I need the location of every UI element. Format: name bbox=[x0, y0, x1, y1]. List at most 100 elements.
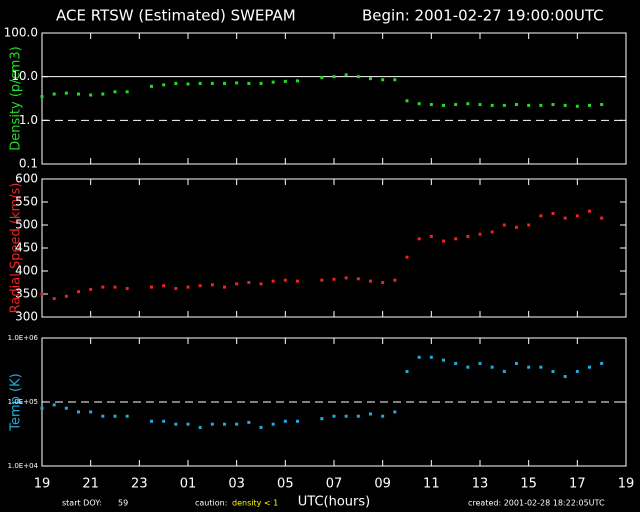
data-point bbox=[515, 225, 518, 229]
data-point bbox=[515, 361, 518, 365]
data-point bbox=[369, 77, 372, 81]
data-point bbox=[320, 76, 324, 80]
data-point bbox=[575, 104, 579, 108]
data-point bbox=[551, 103, 555, 107]
data-point bbox=[40, 95, 44, 99]
data-point bbox=[356, 414, 360, 418]
y-tick-label: 450 bbox=[15, 241, 38, 255]
y-tick-label: 1.0E+06 bbox=[8, 334, 39, 342]
data-point bbox=[52, 92, 56, 96]
data-point bbox=[527, 103, 531, 107]
y-tick-label: 500 bbox=[15, 218, 38, 232]
x-tick-label: 03 bbox=[228, 477, 245, 492]
data-point bbox=[52, 403, 56, 407]
data-point bbox=[442, 358, 445, 362]
data-point bbox=[502, 103, 506, 107]
data-point bbox=[186, 285, 190, 289]
x-axis-label: UTC(hours) bbox=[298, 495, 370, 510]
data-point bbox=[283, 79, 287, 83]
data-point bbox=[223, 422, 226, 426]
y-axis-label: Temp (K) bbox=[9, 373, 24, 431]
data-point bbox=[64, 91, 68, 95]
data-point bbox=[527, 223, 531, 227]
data-point bbox=[271, 80, 275, 84]
data-point bbox=[320, 278, 324, 282]
data-point bbox=[515, 103, 518, 107]
data-point bbox=[64, 294, 68, 298]
data-point bbox=[247, 420, 251, 424]
data-point bbox=[539, 103, 543, 107]
x-tick-label: 17 bbox=[569, 477, 586, 492]
data-point bbox=[40, 406, 44, 410]
data-point bbox=[551, 212, 555, 215]
data-point bbox=[125, 90, 129, 94]
data-point bbox=[235, 422, 239, 426]
data-point bbox=[429, 235, 433, 238]
data-point bbox=[442, 103, 445, 107]
data-point bbox=[490, 230, 494, 234]
data-point bbox=[490, 365, 494, 369]
data-point bbox=[454, 103, 458, 107]
data-point bbox=[210, 81, 214, 85]
x-tick-label: 09 bbox=[374, 477, 391, 492]
data-point bbox=[405, 369, 409, 373]
data-point bbox=[210, 422, 214, 426]
data-point bbox=[417, 355, 421, 359]
begin-time: Begin: 2001-02-27 19:00:00UTC bbox=[362, 7, 604, 25]
data-point bbox=[478, 232, 482, 236]
y-tick-label: 1.0 bbox=[19, 113, 38, 127]
data-point bbox=[77, 92, 80, 96]
data-point bbox=[259, 425, 263, 429]
data-point bbox=[466, 365, 470, 369]
data-point bbox=[417, 237, 421, 241]
data-point bbox=[405, 255, 409, 259]
data-point bbox=[466, 235, 470, 238]
data-point bbox=[478, 103, 482, 107]
data-point bbox=[551, 369, 555, 373]
data-point bbox=[296, 419, 299, 423]
data-point bbox=[52, 297, 56, 301]
data-point bbox=[162, 419, 166, 423]
data-point bbox=[271, 422, 275, 426]
data-point bbox=[588, 209, 591, 213]
data-point bbox=[332, 277, 336, 281]
data-point bbox=[527, 365, 531, 369]
data-point bbox=[600, 216, 604, 220]
created: created: 2001-02-28 18:22:05UTC bbox=[468, 499, 605, 508]
data-point bbox=[150, 84, 153, 88]
data-point bbox=[563, 103, 567, 107]
data-point bbox=[174, 81, 178, 85]
caution: density < 1 bbox=[232, 499, 278, 508]
data-point bbox=[271, 279, 275, 283]
data-point bbox=[417, 102, 421, 106]
data-point bbox=[223, 81, 226, 85]
x-tick-label: 01 bbox=[180, 477, 197, 492]
data-point bbox=[369, 412, 372, 416]
y-tick-label: 10.0 bbox=[11, 69, 38, 83]
data-point bbox=[429, 103, 433, 107]
data-point bbox=[223, 285, 226, 289]
data-point bbox=[588, 365, 591, 369]
data-point bbox=[442, 239, 445, 243]
plot-frame bbox=[41, 32, 627, 165]
data-point bbox=[235, 282, 239, 286]
data-point bbox=[89, 287, 93, 291]
data-point bbox=[77, 290, 80, 294]
data-point bbox=[539, 214, 543, 218]
data-point bbox=[296, 79, 299, 83]
data-point bbox=[77, 410, 80, 414]
data-point bbox=[259, 81, 263, 85]
plot-frame bbox=[41, 178, 627, 318]
data-point bbox=[381, 281, 385, 284]
data-point bbox=[186, 422, 190, 426]
data-point bbox=[162, 83, 166, 87]
data-point bbox=[563, 375, 567, 379]
y-tick-label: 300 bbox=[15, 310, 38, 324]
data-point bbox=[283, 419, 287, 423]
data-point bbox=[89, 410, 93, 414]
data-point bbox=[101, 92, 105, 96]
data-point bbox=[393, 78, 397, 82]
data-point bbox=[320, 417, 324, 421]
